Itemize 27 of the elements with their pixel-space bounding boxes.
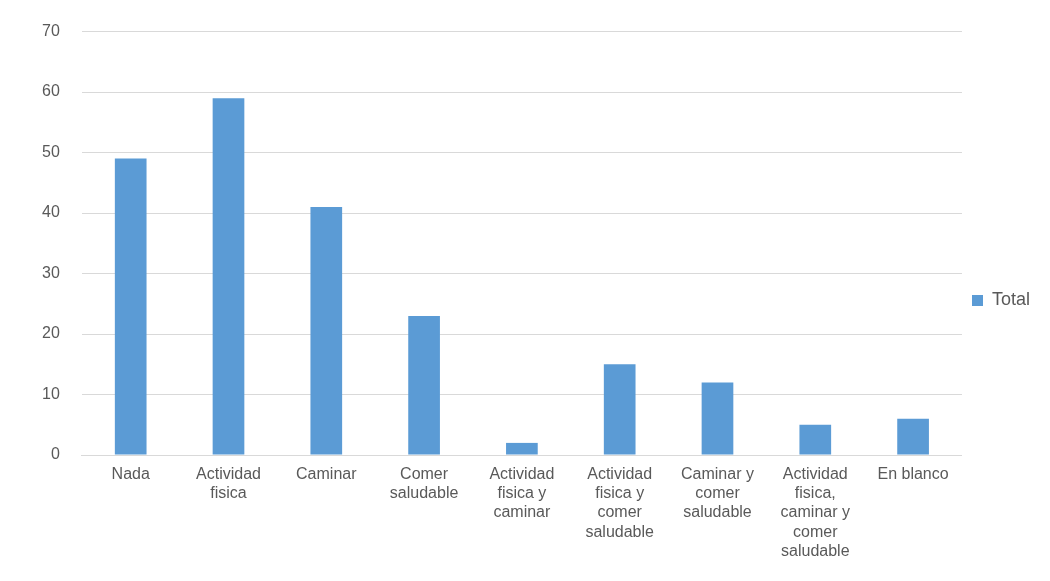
y-tick-label: 60 [42, 82, 60, 100]
x-tick-label: Caminar y comer saludable [681, 465, 754, 521]
x-tick-label: En blanco [877, 465, 949, 483]
bar [310, 207, 343, 455]
bar [408, 315, 440, 455]
x-tick-label: Actividad fisica y caminar [489, 465, 555, 521]
x-tick-label: Actividad fisica y comer saludable [585, 465, 655, 540]
y-tick-label: 30 [42, 263, 60, 281]
y-tick-label: 0 [50, 445, 60, 463]
y-tick-label: 20 [42, 324, 60, 342]
x-tick-label: Actividad fisica [196, 465, 261, 502]
bar [506, 442, 538, 455]
x-tick-label: Nada [111, 465, 150, 483]
x-tick-label: Comer saludable [389, 465, 459, 502]
bar [114, 158, 147, 455]
y-tick-label: 70 [42, 22, 60, 40]
bar [897, 418, 929, 455]
bar [799, 424, 832, 455]
legend-label: Total [991, 289, 1031, 310]
y-tick-label: 50 [42, 142, 60, 160]
y-tick-label: 10 [42, 384, 60, 402]
bar [701, 382, 734, 455]
x-tick-label: Actividad fisica, caminar y comer saludable [780, 465, 850, 559]
bar [212, 98, 245, 455]
y-tick-label: 40 [42, 203, 60, 221]
x-tick-label: Caminar [296, 465, 358, 483]
bar [603, 364, 636, 455]
